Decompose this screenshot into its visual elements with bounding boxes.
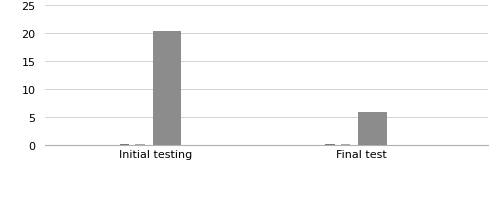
Legend: Mediate, Standard deviation, CV%: Mediate, Standard deviation, CV% [148,199,385,202]
Bar [120,144,129,145]
Bar [135,144,145,145]
Bar [341,144,351,145]
Bar [325,144,334,145]
Bar [153,32,181,145]
Bar [358,113,387,145]
